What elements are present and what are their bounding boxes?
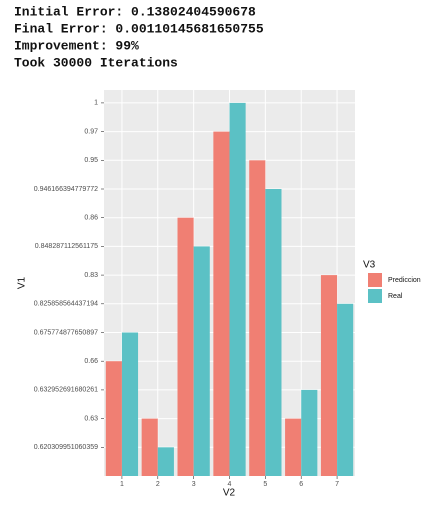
- y-tick-label: 0.86: [84, 215, 98, 222]
- header-line: Improvement: 99%: [14, 38, 139, 53]
- x-axis-label: V2: [223, 488, 236, 499]
- y-tick-label: 0.620309951060359: [34, 444, 98, 451]
- bar: [193, 246, 210, 476]
- y-tick-label: 0.825858564437194: [34, 301, 98, 308]
- x-tick-label: 2: [156, 481, 160, 488]
- y-tick-label: 0.946166394779772: [34, 186, 98, 193]
- x-tick-label: 3: [192, 481, 196, 488]
- bar: [105, 361, 122, 476]
- legend-key: [368, 273, 382, 287]
- y-tick-label: 0.848287112561175: [35, 243, 98, 250]
- y-axis-label: V1: [17, 276, 28, 289]
- bar: [121, 332, 139, 476]
- bar: [141, 418, 158, 476]
- x-tick-label: 6: [299, 481, 303, 488]
- legend-label: Real: [388, 293, 403, 300]
- y-tick-label: 0.95: [84, 157, 98, 164]
- y-tick-label: 0.97: [84, 128, 98, 135]
- y-tick-label: 0.83: [84, 272, 98, 279]
- legend-title: V3: [363, 260, 376, 271]
- bar: [229, 102, 246, 477]
- legend-label: Prediccion: [388, 277, 421, 284]
- header-line: Initial Error: 0.13802404590678: [14, 4, 256, 19]
- y-tick-label: 0.675774877650897: [34, 329, 98, 336]
- bar: [301, 389, 318, 476]
- bar: [249, 160, 266, 477]
- bar: [157, 447, 174, 476]
- y-tick-label: 0.632952691680261: [34, 387, 98, 394]
- x-tick-label: 5: [263, 481, 267, 488]
- bar: [337, 303, 354, 476]
- bar: [213, 131, 230, 476]
- bar: [320, 275, 338, 476]
- y-tick-label: 0.63: [84, 415, 98, 422]
- bar: [177, 217, 194, 476]
- y-tick-label: 1: [94, 100, 98, 107]
- header-line: Final Error: 0.00110145681650755: [14, 21, 264, 36]
- y-tick-label: 0.66: [84, 358, 98, 365]
- x-tick-label: 1: [120, 481, 124, 488]
- bar: [285, 418, 302, 476]
- x-tick-label: 4: [228, 481, 232, 488]
- header-line: Took 30000 Iterations: [14, 55, 178, 70]
- bar: [265, 189, 282, 476]
- legend-key: [368, 289, 382, 303]
- x-tick-label: 7: [335, 481, 339, 488]
